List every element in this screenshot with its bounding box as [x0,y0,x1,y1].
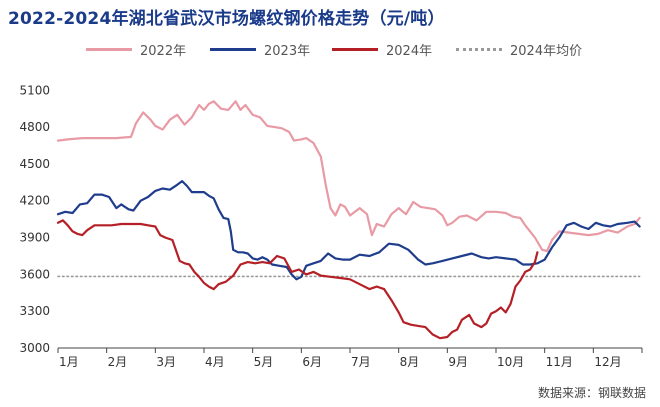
x-tick-label: 4月 [205,355,225,369]
x-tick-label: 9月 [448,355,468,369]
x-tick-label: 1月 [59,355,79,369]
legend-item-2024-average[interactable]: 2024年均价 [456,40,582,59]
legend-swatch-2022 [86,48,132,51]
series-line-2022年[interactable] [56,100,641,253]
x-tick-label: 2月 [108,355,128,369]
x-tick-label: 3月 [156,355,176,369]
legend-item-2022[interactable]: 2022年 [86,40,186,59]
legend-label-2022: 2022年 [140,44,187,59]
x-tick-label: 5月 [254,355,274,369]
x-tick-label: 11月 [546,355,573,369]
y-tick-label: 4200 [19,194,50,208]
x-tick-label: 6月 [302,355,322,369]
legend-label-2023: 2023年 [264,44,311,59]
series-line-2024年[interactable] [56,219,539,340]
legend-swatch-2024 [332,48,378,51]
legend-swatch-2023 [210,48,256,51]
legend-item-2023[interactable]: 2023年 [210,40,310,59]
legend-swatch-2024-average [456,48,502,51]
x-tick-label: 10月 [497,355,524,369]
x-axis-ticks: 1月 2月 3月 4月 5月 6月 7月 8月 9月 10月 11月 12月 [57,348,643,369]
legend-label-2024-average: 2024年均价 [510,44,583,59]
y-tick-label: 3300 [19,304,50,318]
y-tick-label: 5100 [19,83,50,97]
y-tick-label: 3000 [19,341,50,355]
y-axis-ticks: 3000 3300 3600 3900 4200 4500 4800 5100 [19,83,50,355]
y-tick-label: 3900 [19,231,50,245]
data-source-note: 数据来源：钢联数据 [537,386,646,400]
y-tick-label: 4800 [19,120,50,134]
x-tick-label: 7月 [351,355,371,369]
y-tick-label: 3600 [19,267,50,281]
series-layer [56,100,641,340]
x-tick-label: 8月 [400,355,420,369]
legend: 2022年 2023年 2024年 2024年均价 [0,40,660,62]
series-line-2023年[interactable] [56,180,641,281]
chart-title: 2022-2024年湖北省武汉市场螺纹钢价格走势（元/吨） [8,9,445,29]
y-tick-label: 4500 [19,157,50,171]
legend-label-2024: 2024年 [386,44,433,59]
x-tick-label: 12月 [594,355,621,369]
legend-item-2024[interactable]: 2024年 [332,40,432,59]
